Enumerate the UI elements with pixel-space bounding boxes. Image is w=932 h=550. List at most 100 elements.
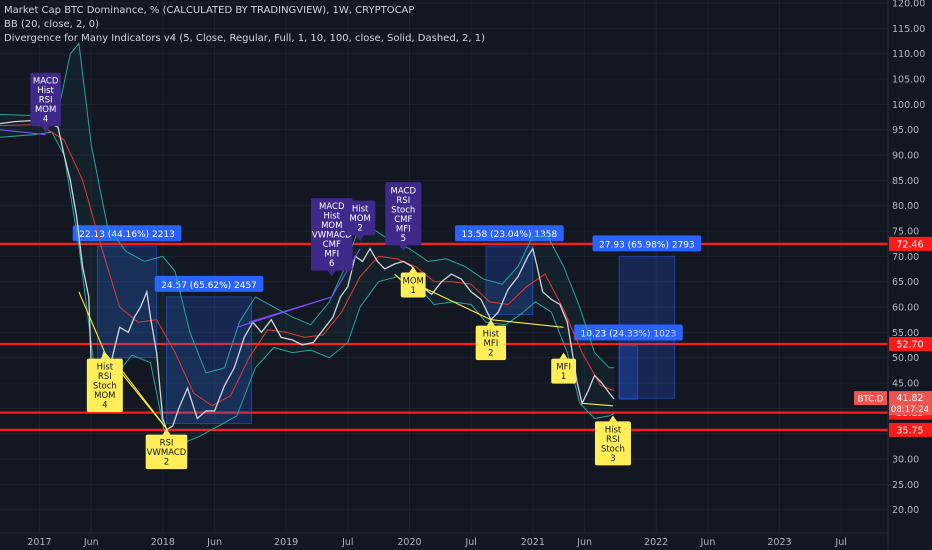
divergence-label-line: MACD bbox=[33, 77, 59, 87]
divergence-label-line: Hist bbox=[37, 86, 54, 96]
bb-fill bbox=[0, 43, 615, 444]
divergence-label-line: MFI bbox=[324, 250, 339, 260]
horizontal-levels[interactable] bbox=[0, 242, 888, 431]
divergence-label-line: Hist bbox=[97, 363, 114, 373]
divergence-label-text: MOM 1 bbox=[402, 276, 423, 296]
y-tick-label: 60.00 bbox=[892, 303, 919, 314]
divergence-label-line: 1 bbox=[410, 286, 415, 296]
y-tick-label: 30.00 bbox=[892, 455, 919, 466]
legend-symbol-line[interactable]: Market Cap BTC Dominance, % (CALCULATED … bbox=[4, 5, 415, 16]
y-tick-label: 85.00 bbox=[892, 176, 919, 187]
divergence-label-pointer bbox=[356, 235, 365, 242]
divergence-label-bg bbox=[145, 434, 188, 470]
y-tick-label: 55.00 bbox=[892, 328, 919, 339]
divergence-label-text: MACD Hist RSI MOM 4 bbox=[33, 77, 59, 125]
measure-box-label: 10.23 (24.33%) 1023 bbox=[581, 330, 677, 340]
divergence-label-text: Hist RSI Stoch 3 bbox=[601, 425, 625, 464]
divergence-label: RSI VWMACD 2 bbox=[145, 428, 188, 470]
divergence-label: MACD Hist RSI MOM 4 bbox=[30, 72, 61, 133]
divergence-label-line: VWMACD bbox=[312, 231, 352, 241]
divergence-label-line: CMF bbox=[323, 240, 341, 250]
x-tick-label: Jun bbox=[576, 537, 592, 548]
level-price-tag-text: 52.70 bbox=[896, 339, 923, 350]
divergence-label-pointer bbox=[486, 319, 495, 326]
divergence-label-line: MFI bbox=[396, 224, 411, 234]
chart-legend: Market Cap BTC Dominance, % (CALCULATED … bbox=[4, 4, 485, 46]
divergence-label-line: VWMACD bbox=[147, 448, 187, 458]
divergence-label: Hist MFI 2 bbox=[475, 319, 507, 361]
divergence-line bbox=[236, 296, 332, 328]
divergence-label-pointer bbox=[399, 245, 408, 252]
divergence-label-text: MACD RSI Stoch CMF MFI 5 bbox=[391, 186, 417, 244]
divergence-label-pointer bbox=[559, 352, 568, 359]
divergence-label-line: MFI bbox=[556, 363, 571, 373]
divergence-label-line: 2 bbox=[164, 458, 169, 468]
divergence-label-line: 2 bbox=[357, 224, 362, 234]
level-price-tag bbox=[889, 422, 932, 437]
measure-box bbox=[96, 245, 158, 359]
x-tick-label: 2020 bbox=[397, 537, 421, 548]
divergence-label-line: RSI bbox=[98, 372, 112, 382]
divergence-label-text: Hist MFI 2 bbox=[483, 330, 500, 359]
divergence-label-bg bbox=[400, 272, 426, 298]
divergence-label-bg bbox=[385, 182, 422, 246]
divergence-line bbox=[490, 319, 564, 328]
divergence-label-line: 6 bbox=[329, 259, 334, 269]
x-tick-label: Jun bbox=[206, 537, 222, 548]
divergence-label-line: Hist bbox=[352, 205, 369, 215]
y-tick-label: 115.00 bbox=[892, 24, 925, 35]
divergence-label: MOM 1 bbox=[400, 266, 426, 298]
x-axis[interactable]: 2017 Jun 2018 Jun 2019 Jul 2020 Jul 2021 Jun 2022 J… bbox=[0, 532, 888, 548]
divergence-label-line: Hist bbox=[324, 212, 341, 222]
divergence-label: Hist RSI Stoch 3 bbox=[594, 415, 631, 466]
divergence-line bbox=[421, 286, 492, 321]
divergence-label-line: 3 bbox=[610, 454, 615, 464]
x-tick-label: 2022 bbox=[644, 537, 668, 548]
y-tick-label: 20.00 bbox=[892, 505, 919, 516]
level-price-tag-text: 72.46 bbox=[896, 239, 923, 250]
symbol-tag-text: BTC.D bbox=[858, 395, 884, 405]
divergence-label: MACD Hist MOM VWMACD CMF MFI 6 bbox=[310, 198, 353, 277]
divergence-label-line: RSI bbox=[396, 196, 410, 206]
y-tick-label: 105.00 bbox=[892, 75, 925, 86]
divergence-label-line: MOM bbox=[402, 276, 423, 286]
legend-bb-line[interactable]: BB (20, close, 2, 0) bbox=[4, 19, 99, 30]
divergence-label-line: MOM bbox=[349, 214, 370, 224]
x-tick-label: Jul bbox=[834, 537, 846, 548]
divergence-label-bg bbox=[551, 358, 577, 384]
divergence-label-line: Stoch bbox=[601, 444, 625, 454]
divergence-line bbox=[331, 248, 361, 298]
y-tick-label: 65.00 bbox=[892, 277, 919, 288]
divergence-label-pointer bbox=[100, 352, 109, 359]
y-tick-label: 45.00 bbox=[892, 379, 919, 390]
legend-divergence-line[interactable]: Divergence for Many Indicators v4 (5, Cl… bbox=[4, 33, 486, 44]
divergence-line bbox=[115, 362, 167, 429]
grid-lines bbox=[0, 0, 888, 533]
divergence-label-bg bbox=[594, 421, 631, 466]
measure-box-label: 24.57 (65.62%) 2457 bbox=[161, 281, 257, 291]
divergence-label: Hist RSI Stoch MOM 4 bbox=[86, 352, 123, 413]
divergence-label-pointer bbox=[162, 428, 171, 435]
divergence-label-pointer bbox=[608, 415, 617, 422]
divergence-label-line: MFI bbox=[483, 339, 498, 349]
divergence-label-bg bbox=[475, 325, 507, 361]
y-tick-label: 80.00 bbox=[892, 201, 919, 212]
x-tick-label: 2018 bbox=[151, 537, 175, 548]
measure-box-label: 13.58 (23.04%) 1358 bbox=[461, 230, 557, 240]
x-tick-label: 2023 bbox=[767, 537, 791, 548]
y-tick-label: 95.00 bbox=[892, 125, 919, 136]
divergence-label-line: MACD bbox=[319, 202, 345, 212]
divergence-label-text: Hist MOM 2 bbox=[349, 205, 370, 234]
divergence-label-bg bbox=[344, 200, 376, 236]
x-tick-label: Jul bbox=[464, 537, 476, 548]
divergence-label-line: Stoch bbox=[93, 382, 117, 392]
level-price-tag bbox=[889, 236, 932, 251]
divergence-label-line: RSI bbox=[160, 439, 174, 449]
y-tick-label: 50.00 bbox=[892, 353, 919, 364]
divergence-label-line: 5 bbox=[401, 234, 406, 244]
divergence-label-bg bbox=[30, 72, 61, 127]
level-price-tag bbox=[889, 336, 932, 351]
